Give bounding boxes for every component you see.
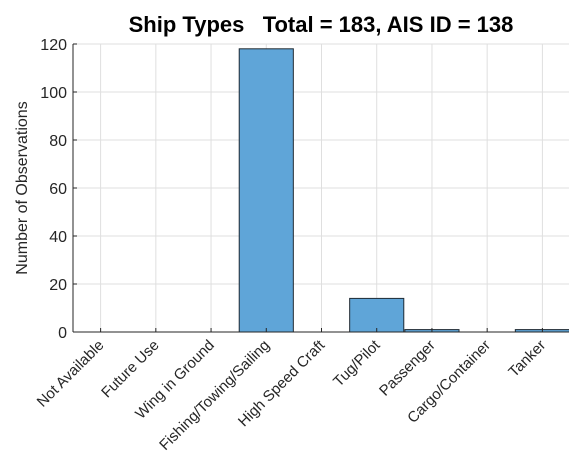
bar-fishing-towing-sailing (238, 48, 294, 333)
bar-tug-pilot (349, 297, 405, 333)
y-tick-label: 40 (49, 229, 67, 246)
grid (73, 43, 569, 332)
bars (238, 48, 569, 333)
x-tick-label-tug-pilot: Tug/Pilot (330, 336, 384, 390)
y-tick-label: 20 (49, 277, 67, 294)
y-ticks: 0 20 40 60 80 100 120 (40, 37, 77, 342)
y-tick-label: 80 (49, 133, 67, 150)
y-tick-label: 60 (49, 181, 67, 198)
x-tick-label-fishing-towing-sailing: Fishing/Towing/Sailing (156, 337, 273, 454)
chart-title: Ship Types Total = 183, AIS ID = 138 (129, 12, 514, 37)
y-tick-label: 0 (58, 325, 67, 342)
x-tick-label-tanker: Tanker (505, 337, 549, 381)
y-axis-label: Number of Observations (14, 101, 31, 274)
y-tick-label: 120 (40, 37, 67, 54)
x-tick-label-not-available: Not Available (34, 337, 108, 411)
y-tick-label: 100 (40, 85, 67, 102)
